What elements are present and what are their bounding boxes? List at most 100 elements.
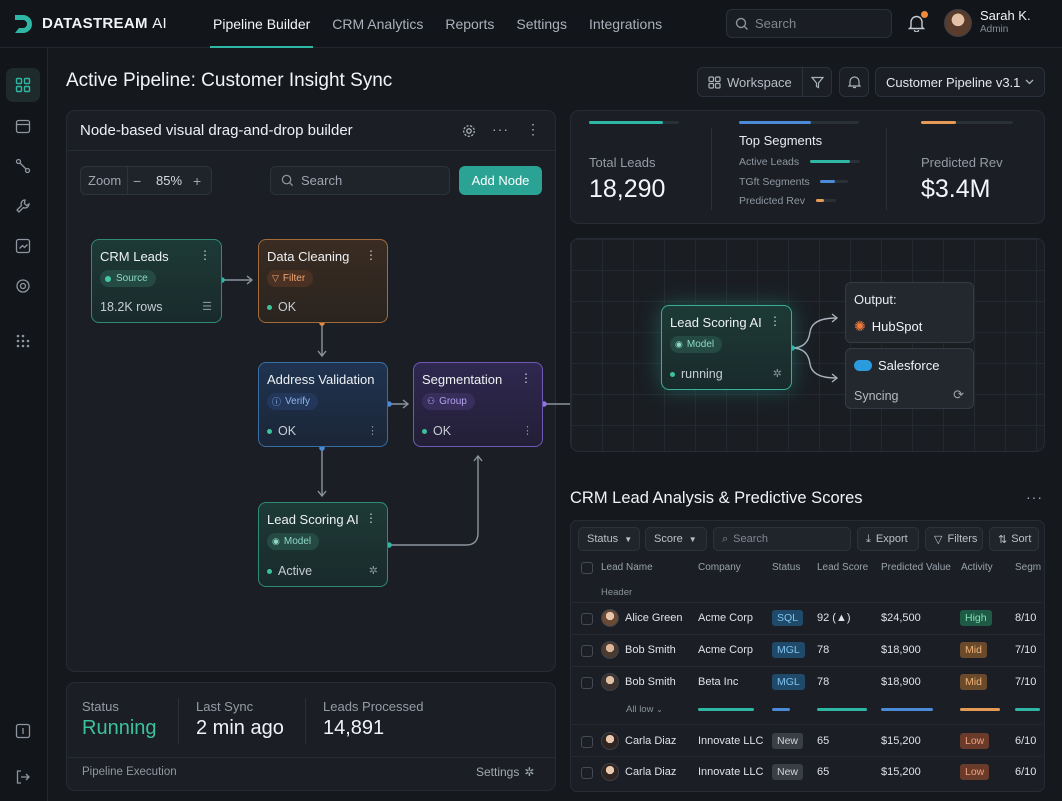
sidebar [0,48,48,801]
column-header[interactable]: Lead Name [601,562,653,573]
all-low-label[interactable]: All low ⌄ [626,704,663,715]
node-menu-icon[interactable]: ⋮ [365,248,377,262]
sidebar-item-logout[interactable] [6,760,40,794]
rev-bar-fill [921,121,956,124]
node-menu-icon[interactable]: ⋮ [367,425,378,437]
filters-button[interactable]: ▽ Filters [925,527,983,551]
zoom-in-button[interactable]: + [193,172,202,189]
segment-bar [816,199,836,202]
sidebar-item-settings[interactable] [6,269,40,303]
node-menu-icon[interactable]: ⋮ [769,314,781,328]
gear-icon[interactable]: ✲ [368,565,378,577]
select-all-checkbox[interactable] [581,562,593,574]
score-filter-dropdown[interactable]: Score ▼ [645,527,707,551]
column-header[interactable]: Company [698,562,741,573]
sync-icon[interactable]: ⟳ [953,387,964,402]
builder-search-placeholder: Search [301,173,343,188]
flow-node-lead-scoring[interactable]: Lead Scoring AI ⋮ ◉ Model running ✲ [661,305,792,390]
node-menu-icon[interactable]: ⋮ [365,511,377,525]
aggregate-bar [817,708,867,711]
user-role: Admin [980,24,1009,35]
sidebar-item-flows[interactable] [6,149,40,183]
leads-processed-label: Leads Processed [323,699,424,714]
aggregate-bar [881,708,933,711]
sort-button[interactable]: ⇅ Sort [989,527,1039,551]
more-horizontal-icon[interactable]: ··· [492,121,509,137]
add-node-button[interactable]: Add Node [459,166,542,195]
predicted-value: $15,200 [881,766,921,778]
predicted-value: $18,900 [881,644,921,656]
status-badge: MGL [772,674,805,690]
bell-icon [847,76,861,89]
node-badge: Source [100,270,156,287]
node-badge: ⚇ Group [422,393,475,410]
node-menu-icon[interactable]: ⋮ [522,425,533,437]
filter-button[interactable] [802,68,832,96]
lead-score: 65 [817,766,830,778]
output-hubspot[interactable]: Output: ✺ HubSpot [845,282,974,343]
node-menu-icon[interactable]: ⋮ [199,248,211,262]
node-menu-icon[interactable]: ⋮ [520,371,532,385]
row-checkbox[interactable] [581,677,593,689]
filter-icon [811,76,824,88]
row-checkbox[interactable] [581,645,593,657]
node-status-label: OK [433,424,452,438]
builder-search-input[interactable]: Search [270,166,450,195]
nav-pipeline-builder[interactable]: Pipeline Builder [202,0,321,48]
info-icon: ⓘ [272,397,282,407]
node-badge-label: Model [686,339,715,350]
sidebar-item-info[interactable] [6,714,40,748]
table-search-input[interactable]: ⌕ Search [713,527,851,551]
segment-label: Active Leads [739,156,800,168]
column-header[interactable]: Status [772,562,801,573]
global-search-input[interactable]: Search [726,9,892,38]
execution-settings-button[interactable]: Settings ✲ [476,765,534,779]
sidebar-item-analytics[interactable] [6,229,40,263]
output-salesforce[interactable]: Salesforce Syncing ⟳ [845,348,974,409]
node-status-label: 18.2K rows [100,300,163,314]
node-crm-leads[interactable]: CRM Leads ⋮ Source 18.2K rows ☰ [91,239,222,323]
table-title: CRM Lead Analysis & Predictive Scores [570,489,863,507]
output-salesforce-label: Salesforce [878,358,940,373]
node-address-validation[interactable]: Address Validation ⓘ Verify OK ⋮ [258,362,388,447]
row-checkbox[interactable] [581,613,593,625]
all-low-text: All low [626,704,654,715]
nav-integrations[interactable]: Integrations [588,15,663,32]
more-vertical-icon[interactable]: ⋮ [526,121,540,137]
gear-icon[interactable]: ✲ [772,368,782,380]
export-button[interactable]: ⤓ Export [857,527,919,551]
zoom-out-button[interactable]: − [133,172,142,189]
sidebar-item-dashboard[interactable] [6,68,40,102]
brand-logo[interactable]: DATASTREAM AI [12,13,192,35]
status-filter-dropdown[interactable]: Status ▼ [578,527,640,551]
nav-crm-analytics[interactable]: CRM Analytics [332,15,424,32]
nav-settings[interactable]: Settings [516,15,567,32]
column-header[interactable]: Segm [1015,562,1042,573]
segment-bar-fill [816,199,824,202]
workspace-grid-icon [708,75,721,89]
sidebar-item-calendar[interactable] [6,109,40,143]
row-checkbox[interactable] [581,767,593,779]
avatar [601,732,619,750]
gear-icon: ✲ [524,765,535,779]
workspace-button[interactable]: Workspace [697,67,832,97]
status-badge: MGL [772,642,805,658]
column-header[interactable]: Lead Score [817,562,869,573]
row-checkbox[interactable] [581,736,593,748]
gear-icon[interactable] [462,124,476,138]
notifications-button[interactable] [907,11,928,37]
sidebar-item-more[interactable] [6,324,40,358]
segment-bar-fill [810,160,850,163]
sidebar-item-tools[interactable] [6,189,40,223]
alerts-button[interactable] [839,67,869,97]
table-more-icon[interactable]: ··· [1026,489,1043,505]
node-segmentation[interactable]: Segmentation ⋮ ⚇ Group OK ⋮ [413,362,543,447]
user-menu[interactable]: Sarah K. Admin [944,9,1031,37]
pipeline-select[interactable]: Customer Pipeline v3.1 [875,67,1045,97]
node-lead-scoring[interactable]: Lead Scoring AI ⋮ ◉ Model Active ✲ [258,502,388,587]
nav-reports[interactable]: Reports [445,15,495,32]
column-header[interactable]: Activity [961,562,993,573]
node-data-cleaning[interactable]: Data Cleaning ⋮ ▽ Filter OK [258,239,388,323]
node-status: OK [267,424,296,438]
column-header[interactable]: Predicted Value [881,562,951,573]
